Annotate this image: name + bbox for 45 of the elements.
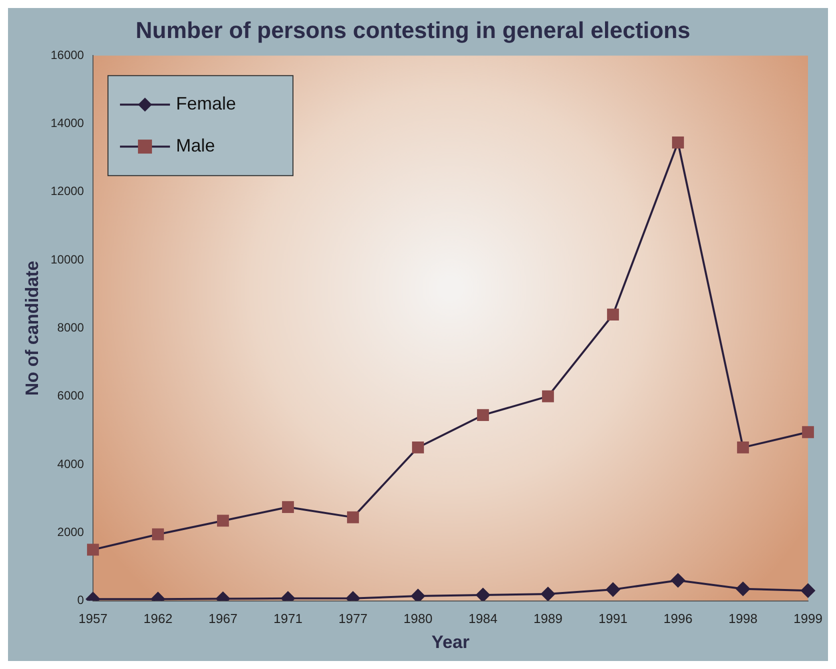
point: [607, 308, 619, 321]
y-tick-label: 4000: [57, 456, 84, 471]
x-tick-label: 1999: [794, 611, 822, 626]
point: [606, 582, 620, 597]
point: [801, 584, 815, 598]
x-tick-label: 1977: [338, 611, 368, 626]
point: [217, 514, 229, 527]
x-tick-label: 1971: [274, 611, 302, 626]
point: [347, 511, 359, 524]
y-tick-label: 2000: [57, 524, 84, 539]
x-tick-label: 1989: [534, 611, 562, 626]
point: [476, 588, 490, 601]
point: [87, 544, 99, 556]
point: [477, 409, 489, 422]
x-tick-label: 1996: [664, 611, 692, 626]
y-tick-label: 6000: [57, 388, 84, 403]
y-axis-title: No of candidate: [22, 260, 42, 396]
point: [670, 573, 685, 588]
legend-label: Male: [176, 136, 215, 156]
y-tick-label: 0: [77, 593, 84, 608]
x-tick-label: 1984: [468, 611, 498, 626]
legend-label: Female: [176, 94, 236, 114]
point: [672, 136, 684, 148]
x-tick-label: 1980: [404, 611, 432, 626]
x-tick-label: 1998: [728, 611, 758, 626]
x-tick-label: 1967: [208, 611, 238, 626]
x-tick-label: 1991: [598, 611, 628, 626]
y-tick-label: 10000: [50, 252, 84, 266]
y-tick-label: 12000: [50, 184, 84, 198]
y-tick-label: 14000: [50, 116, 84, 130]
x-tick-label: 1962: [144, 611, 172, 626]
point: [412, 442, 424, 454]
chart-title: Number of persons contesting in general elections: [136, 17, 690, 44]
point: [540, 586, 555, 601]
point: [542, 390, 554, 402]
point: [152, 528, 164, 540]
point: [737, 442, 749, 454]
x-axis-title: Year: [431, 632, 470, 652]
y-tick-label: 16000: [50, 48, 84, 62]
point: [282, 501, 294, 514]
point: [736, 582, 750, 596]
x-tick-label: 1957: [78, 611, 108, 626]
point: [410, 589, 425, 601]
y-tick-label: 8000: [57, 320, 84, 335]
point: [802, 426, 814, 438]
